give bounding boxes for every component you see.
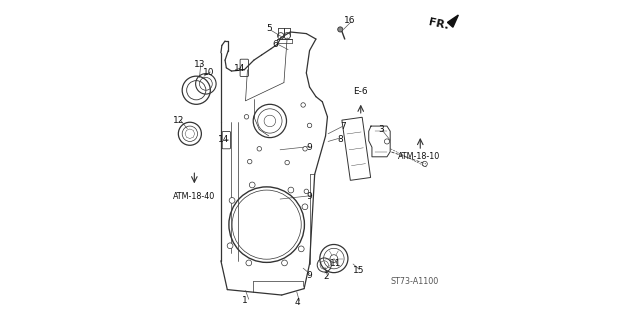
Text: 7: 7 (341, 122, 347, 131)
Circle shape (246, 260, 252, 266)
FancyBboxPatch shape (222, 132, 231, 149)
Circle shape (282, 260, 287, 266)
Circle shape (249, 182, 255, 188)
Text: 14: 14 (234, 64, 246, 73)
Circle shape (247, 159, 252, 164)
Text: 9: 9 (306, 143, 311, 152)
Circle shape (244, 115, 248, 119)
Text: FR.: FR. (428, 17, 450, 31)
Text: 11: 11 (331, 260, 342, 268)
Circle shape (285, 160, 289, 165)
Circle shape (301, 103, 305, 107)
Text: ST73-A1100: ST73-A1100 (390, 277, 439, 286)
Text: 3: 3 (378, 125, 383, 134)
Circle shape (229, 197, 235, 203)
Text: 15: 15 (353, 266, 364, 275)
Circle shape (307, 123, 311, 128)
Text: 8: 8 (338, 135, 343, 144)
Text: 12: 12 (173, 116, 184, 124)
Circle shape (304, 189, 308, 194)
Circle shape (298, 246, 304, 252)
Text: ATM-18-10: ATM-18-10 (398, 152, 440, 161)
Text: 10: 10 (203, 68, 215, 76)
Circle shape (303, 147, 307, 151)
Text: 16: 16 (344, 16, 355, 25)
Circle shape (302, 204, 308, 210)
Text: 5: 5 (266, 24, 272, 33)
Text: 4: 4 (295, 298, 301, 307)
Circle shape (227, 243, 233, 249)
Text: 6: 6 (273, 40, 278, 49)
Text: ATM-18-40: ATM-18-40 (173, 192, 215, 201)
Text: 9: 9 (306, 192, 311, 201)
Circle shape (338, 27, 343, 32)
Polygon shape (342, 117, 371, 180)
Text: 2: 2 (324, 272, 329, 281)
Circle shape (257, 147, 262, 151)
Text: 13: 13 (194, 60, 205, 68)
Text: 14: 14 (218, 135, 230, 144)
FancyBboxPatch shape (240, 59, 248, 76)
Text: 9: 9 (306, 271, 311, 280)
Circle shape (288, 187, 294, 193)
Text: 1: 1 (242, 296, 248, 305)
Text: E-6: E-6 (354, 87, 368, 96)
Polygon shape (447, 15, 459, 27)
